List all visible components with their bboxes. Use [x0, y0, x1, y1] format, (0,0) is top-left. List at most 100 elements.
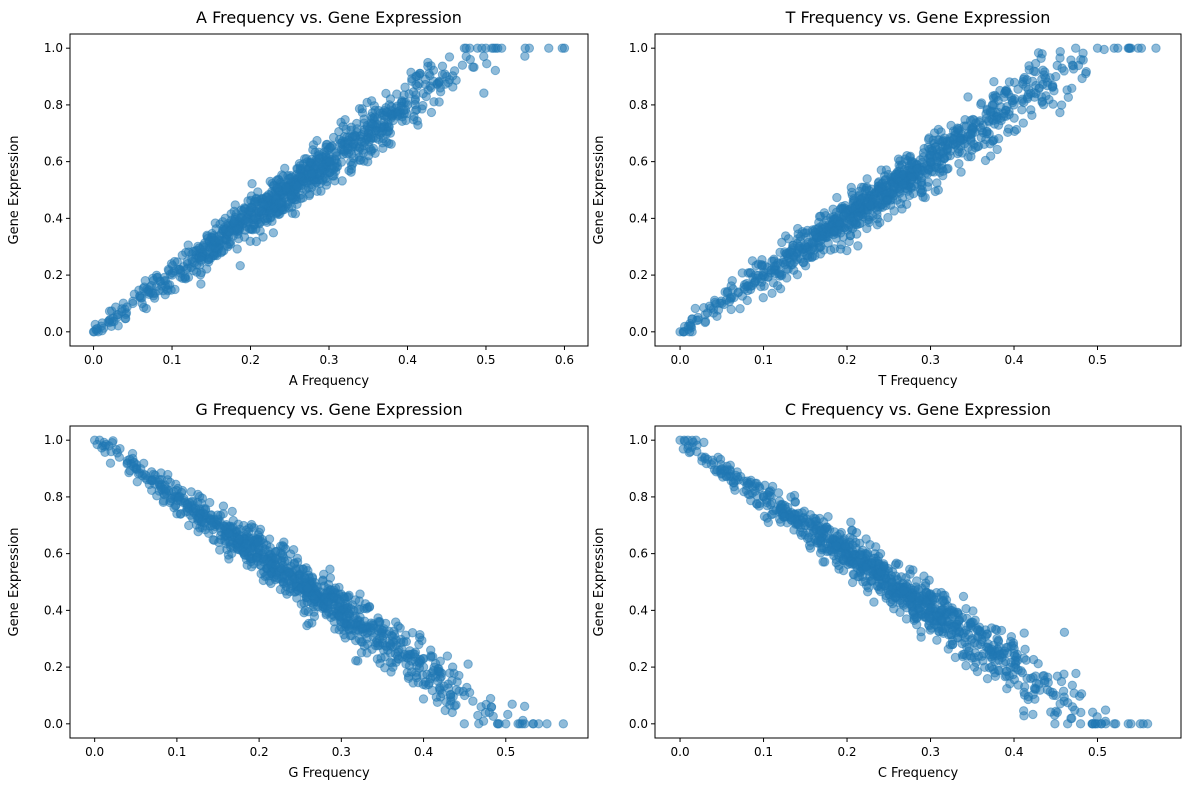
data-point: [954, 159, 964, 169]
data-point: [905, 569, 915, 579]
data-point: [968, 606, 978, 616]
data-point: [457, 60, 468, 70]
data-point: [1026, 105, 1036, 115]
data-point: [929, 619, 940, 630]
scatter-points: [675, 43, 1161, 337]
data-point: [247, 178, 257, 189]
x-tick-label: 0.6: [555, 353, 574, 367]
data-point: [685, 320, 695, 331]
data-point: [332, 147, 342, 157]
data-point: [211, 224, 221, 234]
data-point: [378, 143, 388, 154]
data-point: [763, 517, 774, 528]
data-point: [914, 593, 924, 603]
data-point: [862, 587, 873, 597]
data-point: [419, 653, 429, 664]
x-tick-label: 0.5: [496, 745, 515, 759]
data-point: [1100, 705, 1111, 715]
data-point: [890, 560, 901, 570]
y-tick-label: 0.6: [44, 155, 63, 169]
data-point: [213, 514, 223, 524]
data-point: [982, 673, 993, 684]
data-point: [519, 701, 530, 712]
data-point: [355, 589, 365, 599]
data-point: [800, 240, 810, 250]
data-point: [163, 469, 173, 480]
data-point: [488, 43, 499, 53]
data-point: [1002, 102, 1012, 112]
data-point: [369, 101, 380, 111]
data-point: [334, 126, 344, 137]
data-point: [208, 524, 218, 535]
data-point: [974, 622, 985, 632]
data-point: [880, 175, 891, 186]
data-point: [876, 165, 887, 175]
x-tick-label: 0.5: [1088, 745, 1107, 759]
x-axis-label: T Frequency: [877, 374, 958, 389]
data-point: [280, 586, 291, 596]
data-point: [923, 165, 934, 175]
x-tick-label: 0.0: [671, 353, 690, 367]
data-point: [193, 526, 203, 537]
data-point: [938, 166, 948, 176]
data-point: [302, 583, 313, 593]
data-point: [960, 115, 970, 125]
data-point: [524, 43, 535, 53]
data-point: [542, 719, 552, 729]
data-point: [435, 87, 446, 97]
data-point: [129, 458, 139, 468]
data-point: [1050, 719, 1060, 729]
chart-title: A Frequency vs. Gene Expression: [196, 8, 462, 27]
data-point: [428, 666, 438, 676]
data-point: [820, 557, 830, 567]
data-point: [963, 629, 974, 640]
data-point: [268, 228, 279, 238]
data-point: [858, 571, 868, 582]
data-point: [459, 43, 470, 53]
data-point: [513, 719, 523, 729]
data-point: [746, 268, 756, 278]
data-point: [232, 244, 242, 254]
data-point: [1030, 671, 1041, 681]
data-point: [459, 719, 470, 729]
data-point: [443, 77, 453, 88]
data-point: [409, 649, 420, 659]
data-point: [1070, 43, 1081, 53]
data-point: [864, 186, 874, 196]
y-tick-label: 0.4: [629, 603, 648, 617]
data-point: [239, 232, 250, 242]
data-point: [423, 57, 433, 68]
data-point: [739, 487, 749, 497]
data-point: [817, 234, 827, 244]
data-point: [161, 484, 171, 494]
data-point: [228, 217, 239, 228]
data-point: [183, 263, 193, 273]
data-point: [973, 141, 984, 151]
data-point: [939, 153, 950, 164]
data-point: [751, 478, 762, 489]
data-point: [293, 164, 303, 174]
y-tick-label: 1.0: [629, 41, 648, 55]
y-tick-label: 0.2: [629, 660, 648, 674]
data-point: [1028, 689, 1038, 700]
data-point: [911, 620, 922, 630]
data-point: [451, 75, 461, 86]
data-point: [440, 69, 450, 79]
data-point: [943, 644, 954, 654]
data-point: [263, 546, 273, 556]
data-point: [337, 176, 347, 186]
data-point: [922, 182, 933, 192]
data-point: [97, 318, 108, 328]
data-point: [493, 719, 503, 729]
data-point: [773, 258, 783, 268]
data-point: [318, 575, 328, 585]
data-point: [1019, 72, 1030, 83]
data-point: [1067, 680, 1078, 690]
y-tick-label: 0.8: [44, 490, 63, 504]
data-point: [357, 137, 367, 147]
subplot-1: 0.0 0.1 0.2 0.3 0.4 0.5 0.0 0.2 0.4 0.6 0.8 1.0 T Fr…: [592, 8, 1182, 389]
data-point: [924, 612, 934, 622]
data-point: [882, 195, 892, 205]
data-point: [386, 139, 396, 149]
data-point: [410, 99, 420, 110]
